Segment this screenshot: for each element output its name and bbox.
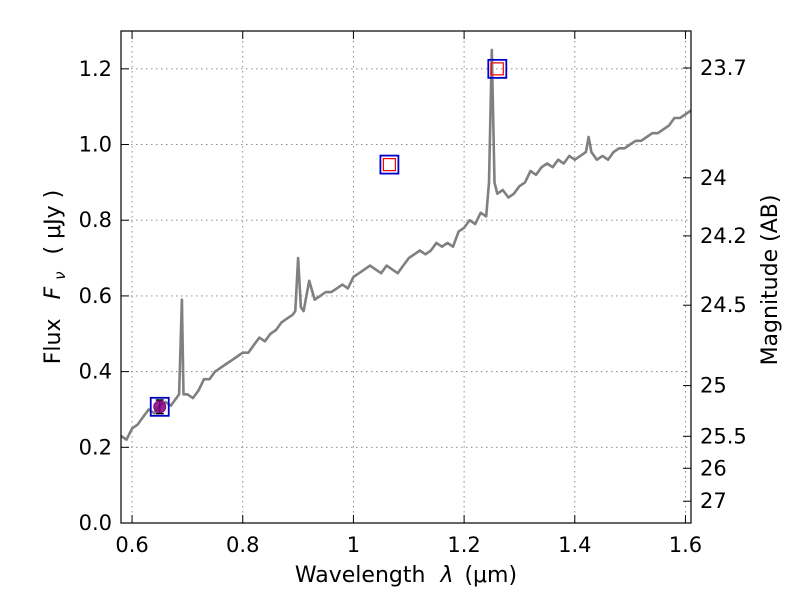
- x-tick-label: 1.4: [558, 533, 591, 557]
- grid-lines: [121, 31, 691, 524]
- observed-band-marker: [149, 396, 170, 417]
- y2-tick-label: 27: [700, 489, 727, 513]
- y-tick-label: 0.6: [79, 284, 112, 308]
- measured-flux-marker: [153, 400, 167, 414]
- y2-tick-label: 24.5: [700, 293, 747, 317]
- y-tick-label: 0.4: [79, 360, 112, 384]
- y-tick-label: 1.2: [79, 57, 112, 81]
- y2-tick-label: 25: [700, 374, 727, 398]
- y-tick-label: 0.2: [79, 435, 112, 459]
- y2-tick-label: 26: [700, 456, 727, 480]
- spectrum-line: [120, 48, 692, 442]
- x-tick-label: 1.6: [669, 533, 702, 557]
- axis-ticks: [121, 31, 691, 524]
- y2-tick-label: 25.5: [700, 424, 747, 448]
- y2-tick-label: 23.7: [700, 56, 747, 80]
- model-flux-marker: [490, 62, 504, 76]
- y-axis-label: Flux F ν ( μJy ): [41, 190, 71, 364]
- model-flux-marker: [382, 157, 396, 172]
- plot-frame: [120, 30, 692, 524]
- photometry-points: [149, 58, 508, 417]
- y2-axis-label: Magnitude (AB): [758, 195, 783, 366]
- observed-band-marker: [487, 58, 508, 79]
- y-tick-label: 0.8: [79, 208, 112, 232]
- observed-band-marker: [379, 154, 400, 175]
- y-tick-label: 0.0: [79, 511, 112, 535]
- x-tick-label: 0.6: [115, 533, 148, 557]
- x-tick-label: 1.2: [447, 533, 480, 557]
- x-axis-label: Wavelength λ (μm): [295, 563, 517, 588]
- x-tick-label: 0.8: [226, 533, 259, 557]
- y-tick-label: 1.0: [79, 133, 112, 157]
- x-tick-label: 1: [347, 533, 360, 557]
- spectrum-series: [120, 48, 692, 442]
- y2-tick-label: 24.2: [700, 224, 747, 248]
- y2-tick-label: 24: [700, 166, 727, 190]
